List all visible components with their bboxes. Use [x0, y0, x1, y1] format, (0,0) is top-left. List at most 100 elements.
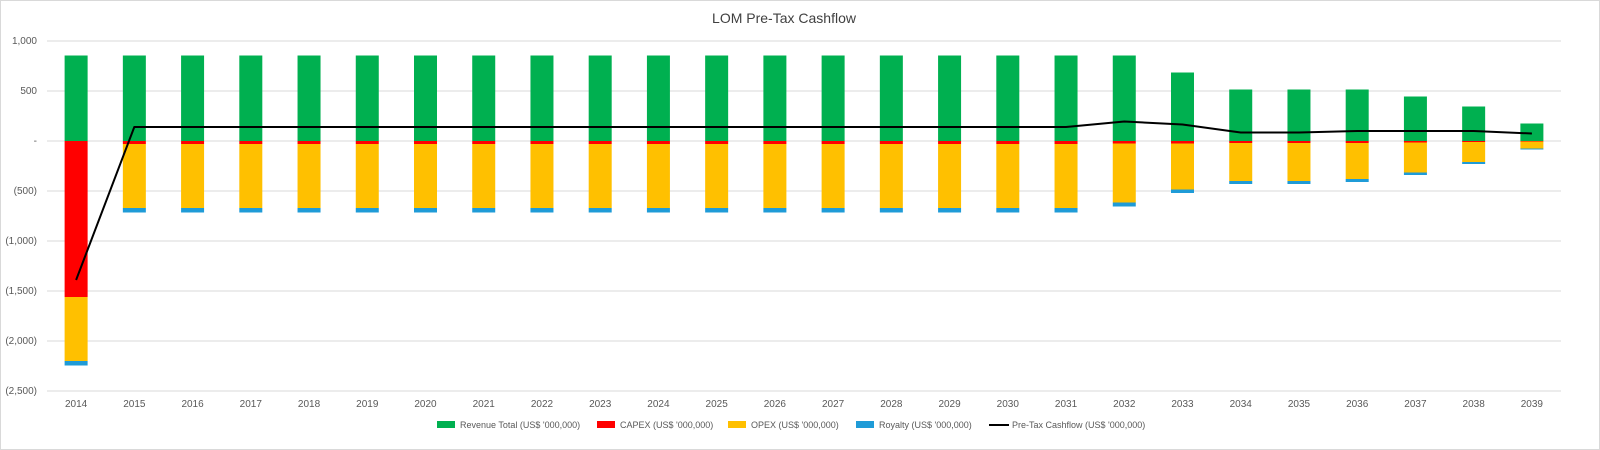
opex-bar: [996, 144, 1020, 208]
opex-bar: [705, 144, 729, 208]
opex-bar: [763, 144, 787, 208]
capex-bar: [355, 141, 379, 144]
capex-bar: [763, 141, 787, 144]
opex-bar: [1403, 142, 1427, 173]
capex-bar: [122, 141, 146, 144]
revenue-bar: [1171, 72, 1194, 141]
royalty-bar: [938, 208, 962, 213]
revenue-bar: [1403, 96, 1427, 141]
capex-bar: [1520, 141, 1544, 142]
opex-bar: [1287, 143, 1311, 181]
royalty-bar: [1054, 208, 1078, 213]
royalty-bar: [64, 361, 88, 366]
legend-royalty: Royalty (US$ '000,000): [879, 420, 972, 430]
legend-swatch: [597, 421, 615, 428]
gridlines: [47, 40, 1561, 392]
x-tick-label: 2028: [880, 399, 903, 410]
y-tick-label: 1,000: [12, 36, 37, 47]
revenue-bar: [646, 55, 670, 141]
royalty-bar: [414, 208, 437, 213]
revenue-bar: [1054, 55, 1078, 141]
opex-bar: [355, 144, 379, 208]
opex-bar: [879, 144, 903, 208]
x-tick-label: 2018: [298, 399, 321, 410]
chart-title: LOM Pre-Tax Cashflow: [712, 10, 857, 26]
revenue-bar: [1287, 89, 1311, 141]
opex-bar: [64, 297, 88, 361]
royalty-bar: [1403, 172, 1427, 175]
opex-bar: [122, 144, 146, 208]
legend-swatch: [728, 421, 746, 428]
royalty-bar: [821, 208, 845, 213]
revenue-bar: [996, 55, 1020, 141]
royalty-bar: [763, 208, 787, 213]
y-tick-label: -: [34, 136, 37, 147]
revenue-bar: [355, 55, 379, 141]
opex-bar: [938, 144, 962, 208]
x-tick-label: 2039: [1521, 399, 1544, 410]
capex-bar: [705, 141, 729, 144]
x-tick-label: 2034: [1230, 399, 1253, 410]
revenue-bar: [705, 55, 729, 141]
x-tick-label: 2035: [1288, 399, 1311, 410]
capex-bar: [879, 141, 903, 144]
x-tick-label: 2031: [1055, 399, 1078, 410]
opex-bar: [1054, 144, 1078, 208]
x-axis: 2014 2015 2016 2017 2018 2019 2020 2021 2022 2023…: [65, 399, 1543, 410]
capex-bar: [181, 141, 205, 144]
capex-bar: [646, 141, 670, 144]
royalty-bar: [879, 208, 903, 213]
x-tick-label: 2025: [706, 399, 729, 410]
royalty-bar: [1112, 202, 1136, 207]
x-tick-label: 2019: [356, 399, 379, 410]
y-tick-label: (2,500): [5, 386, 37, 397]
y-tick-label: (1,000): [5, 236, 37, 247]
x-tick-label: 2030: [997, 399, 1020, 410]
capex-bar: [588, 141, 612, 144]
opex-bar: [1345, 143, 1369, 179]
capex-bar: [996, 141, 1020, 144]
legend-cashflow: Pre-Tax Cashflow (US$ '000,000): [1012, 420, 1145, 430]
revenue-bar: [938, 55, 962, 141]
opex-bar: [821, 144, 845, 208]
opex-bar: [472, 144, 496, 208]
royalty-bar: [1462, 162, 1486, 164]
y-tick-label: (1,500): [5, 286, 37, 297]
opex-bar: [297, 144, 321, 208]
capex-bar: [821, 141, 845, 144]
royalty-bar: [181, 208, 205, 213]
pre-tax-cashflow-line: [75, 120, 1532, 281]
capex-bar: [472, 141, 496, 144]
opex-bar: [530, 144, 554, 208]
legend-swatch: [437, 421, 455, 428]
x-tick-label: 2015: [123, 399, 146, 410]
y-tick-label: (2,000): [5, 336, 37, 347]
revenue-bar: [1345, 89, 1369, 141]
capex-bar: [1345, 141, 1369, 143]
capex-bar: [938, 141, 962, 144]
royalty-bar: [239, 208, 263, 213]
x-tick-label: 2033: [1171, 399, 1194, 410]
royalty-bar: [297, 208, 321, 213]
cashflow-line-layer: [75, 120, 1532, 281]
capex-bar: [1054, 141, 1078, 144]
x-tick-label: 2023: [589, 399, 612, 410]
x-tick-label: 2037: [1404, 399, 1427, 410]
revenue-bar: [414, 55, 437, 141]
x-tick-label: 2020: [414, 399, 437, 410]
capex-bar: [1287, 141, 1311, 143]
revenue-bar: [297, 55, 321, 141]
revenue-bar: [879, 55, 903, 141]
bars: [64, 55, 1544, 366]
opex-bar: [1171, 143, 1194, 190]
capex-bar: [64, 141, 88, 297]
opex-bar: [239, 144, 263, 208]
x-tick-label: 2017: [240, 399, 263, 410]
capex-bar: [297, 141, 321, 144]
legend: Revenue Total (US$ '000,000) CAPEX (US$ '…: [437, 420, 1145, 430]
y-tick-label: 500: [20, 86, 37, 97]
revenue-bar: [472, 55, 496, 141]
x-tick-label: 2026: [764, 399, 787, 410]
x-tick-label: 2038: [1463, 399, 1486, 410]
